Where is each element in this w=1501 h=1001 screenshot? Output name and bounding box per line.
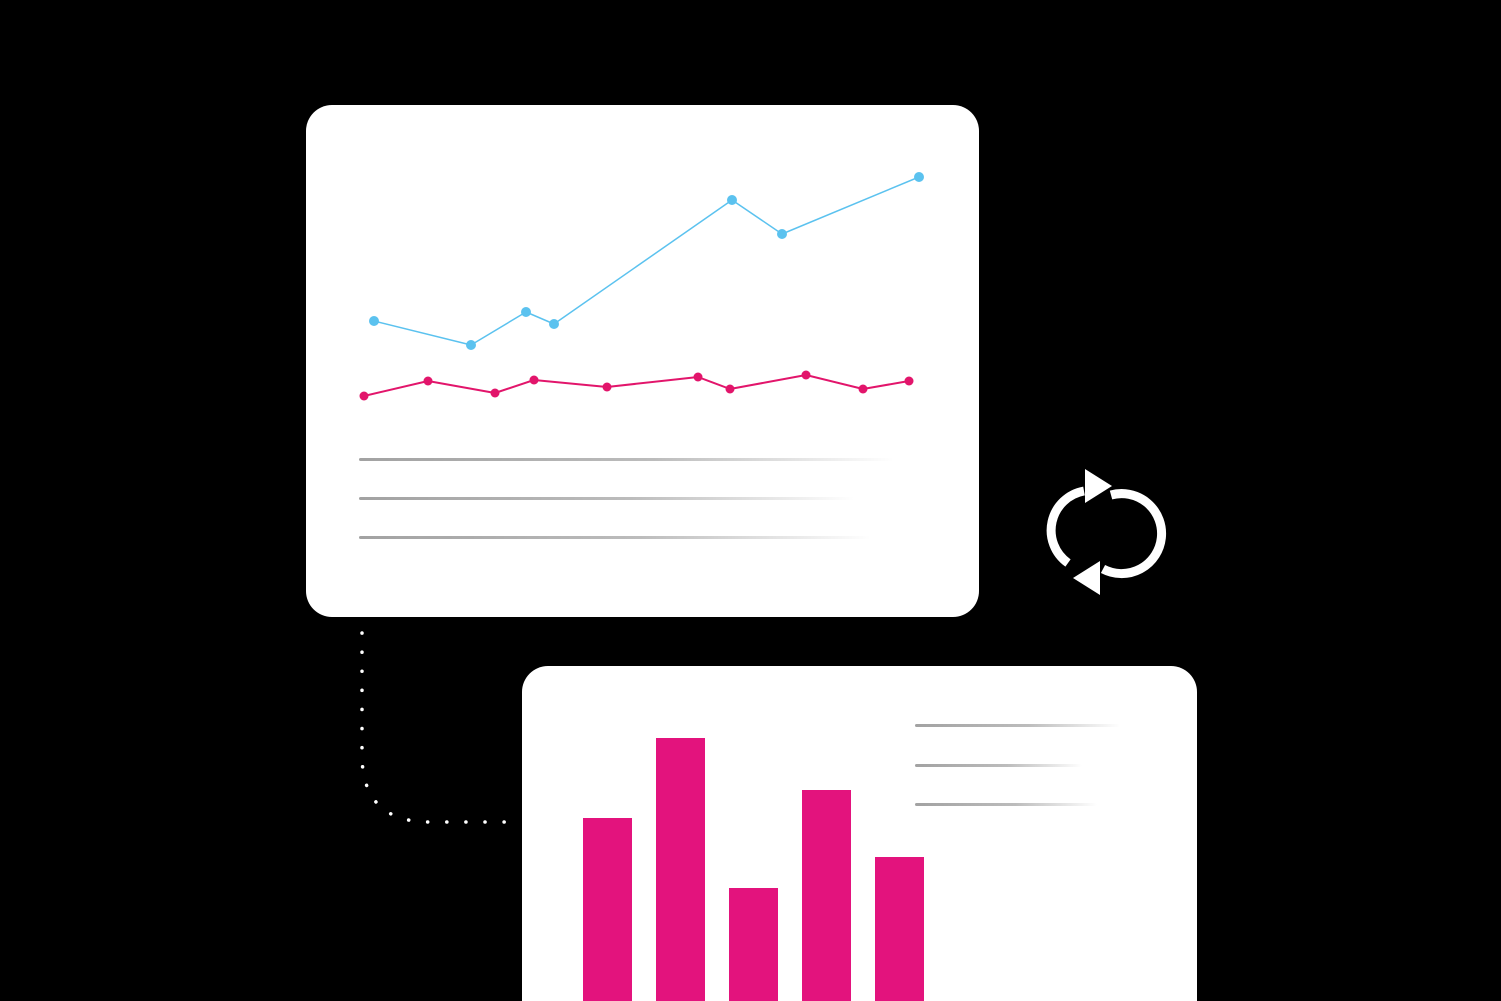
- sync-arc-right: [1100, 489, 1167, 579]
- skeleton-text-line: [915, 724, 1120, 727]
- dotted-connector-path: [360, 631, 516, 824]
- skeleton-text-line: [915, 764, 1082, 767]
- line-chart-card: [306, 105, 979, 617]
- skeleton-text-line: [359, 497, 854, 500]
- sync-arrowhead-bottom: [1073, 561, 1100, 595]
- sync-arc-left: [1046, 486, 1086, 567]
- skeleton-text-line: [359, 536, 871, 539]
- skeleton-text-line: [359, 458, 894, 461]
- sync-arrowhead-top: [1085, 469, 1112, 503]
- skeleton-text-line: [915, 803, 1097, 806]
- bar-chart-card: [522, 666, 1197, 1001]
